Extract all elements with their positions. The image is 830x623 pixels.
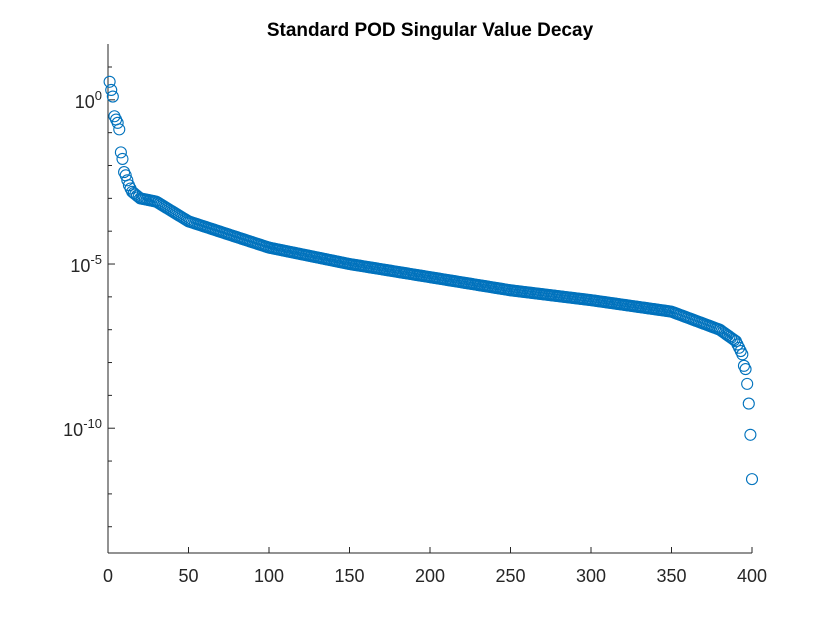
data-series (103, 75, 759, 486)
x-tick-label: 150 (334, 566, 364, 586)
x-tick-label: 200 (415, 566, 445, 586)
y-tick-label: 10-5 (70, 252, 102, 276)
data-point (111, 116, 124, 129)
y-tick-label: 100 (75, 88, 102, 112)
data-point (121, 174, 134, 187)
x-tick-label: 300 (576, 566, 606, 586)
data-point (113, 123, 126, 136)
plot-area: 0 50 100 150 200 250 300 350 400 100 10-5 10-10 (63, 44, 767, 586)
data-point (114, 146, 127, 159)
x-tick-labels: 0 50 100 150 200 250 300 350 400 (103, 566, 767, 586)
y-tick-label: 10-10 (63, 416, 102, 440)
x-tick-label: 50 (178, 566, 198, 586)
x-tick-label: 400 (737, 566, 767, 586)
data-point (745, 473, 759, 486)
data-point (103, 75, 116, 88)
data-point (106, 90, 119, 103)
data-point (744, 428, 757, 441)
data-point (739, 363, 752, 376)
data-point (742, 397, 755, 410)
x-tick-label: 0 (103, 566, 113, 586)
data-point (105, 83, 118, 97)
x-tick-label: 100 (254, 566, 284, 586)
x-tick-label: 350 (656, 566, 686, 586)
x-tick-label: 250 (495, 566, 525, 586)
data-point (116, 152, 129, 165)
chart-title: Standard POD Singular Value Decay (267, 20, 594, 41)
axis-ticks (107, 66, 753, 553)
data-point (736, 348, 749, 361)
y-tick-labels: 100 10-5 10-10 (63, 88, 102, 440)
data-point (741, 377, 754, 390)
